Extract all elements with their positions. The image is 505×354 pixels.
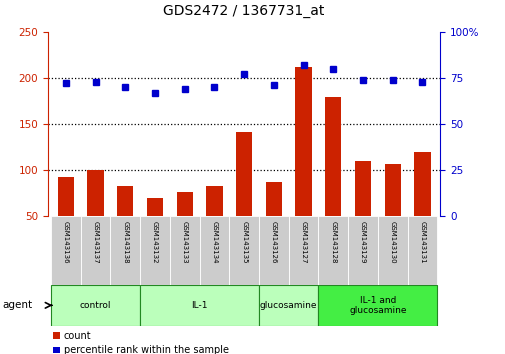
Bar bbox=[318, 216, 347, 285]
Text: glucosamine: glucosamine bbox=[260, 301, 317, 310]
Bar bbox=[146, 199, 163, 262]
Text: agent: agent bbox=[3, 300, 33, 310]
Bar bbox=[318, 285, 436, 326]
Text: control: control bbox=[80, 301, 111, 310]
Text: GSM143135: GSM143135 bbox=[241, 222, 246, 264]
Bar bbox=[58, 177, 74, 262]
Bar bbox=[259, 216, 288, 285]
Text: GSM143131: GSM143131 bbox=[419, 222, 425, 264]
Text: GSM143126: GSM143126 bbox=[270, 222, 276, 264]
Bar bbox=[407, 216, 436, 285]
Bar bbox=[377, 216, 407, 285]
Bar bbox=[354, 161, 370, 262]
Bar bbox=[81, 216, 110, 285]
Text: GSM143128: GSM143128 bbox=[330, 222, 336, 264]
Bar bbox=[235, 132, 252, 262]
Bar bbox=[384, 164, 400, 262]
Bar bbox=[51, 285, 140, 326]
Bar bbox=[288, 216, 318, 285]
Bar bbox=[87, 170, 104, 262]
Text: GSM143132: GSM143132 bbox=[152, 222, 158, 264]
Bar bbox=[229, 216, 259, 285]
Text: GSM143129: GSM143129 bbox=[359, 222, 365, 264]
Bar bbox=[295, 67, 311, 262]
Bar bbox=[110, 216, 140, 285]
Text: GSM143133: GSM143133 bbox=[181, 222, 187, 264]
Bar bbox=[117, 185, 133, 262]
Bar bbox=[140, 285, 259, 326]
Bar bbox=[206, 185, 222, 262]
Text: GSM143138: GSM143138 bbox=[122, 222, 128, 264]
Bar bbox=[265, 182, 281, 262]
Text: IL-1 and
glucosamine: IL-1 and glucosamine bbox=[348, 296, 406, 315]
Bar bbox=[170, 216, 199, 285]
Text: GDS2472 / 1367731_at: GDS2472 / 1367731_at bbox=[163, 4, 324, 18]
Text: GSM143127: GSM143127 bbox=[300, 222, 306, 264]
Bar bbox=[176, 192, 192, 262]
Bar bbox=[414, 152, 430, 262]
Bar bbox=[51, 216, 81, 285]
Text: GSM143137: GSM143137 bbox=[92, 222, 98, 264]
Bar bbox=[324, 97, 341, 262]
Text: GSM143130: GSM143130 bbox=[389, 222, 395, 264]
Legend: count, percentile rank within the sample: count, percentile rank within the sample bbox=[53, 331, 228, 354]
Text: GSM143136: GSM143136 bbox=[63, 222, 69, 264]
Bar bbox=[199, 216, 229, 285]
Text: GSM143134: GSM143134 bbox=[211, 222, 217, 264]
Bar bbox=[259, 285, 318, 326]
Bar bbox=[140, 216, 170, 285]
Text: IL-1: IL-1 bbox=[191, 301, 208, 310]
Bar bbox=[347, 216, 377, 285]
